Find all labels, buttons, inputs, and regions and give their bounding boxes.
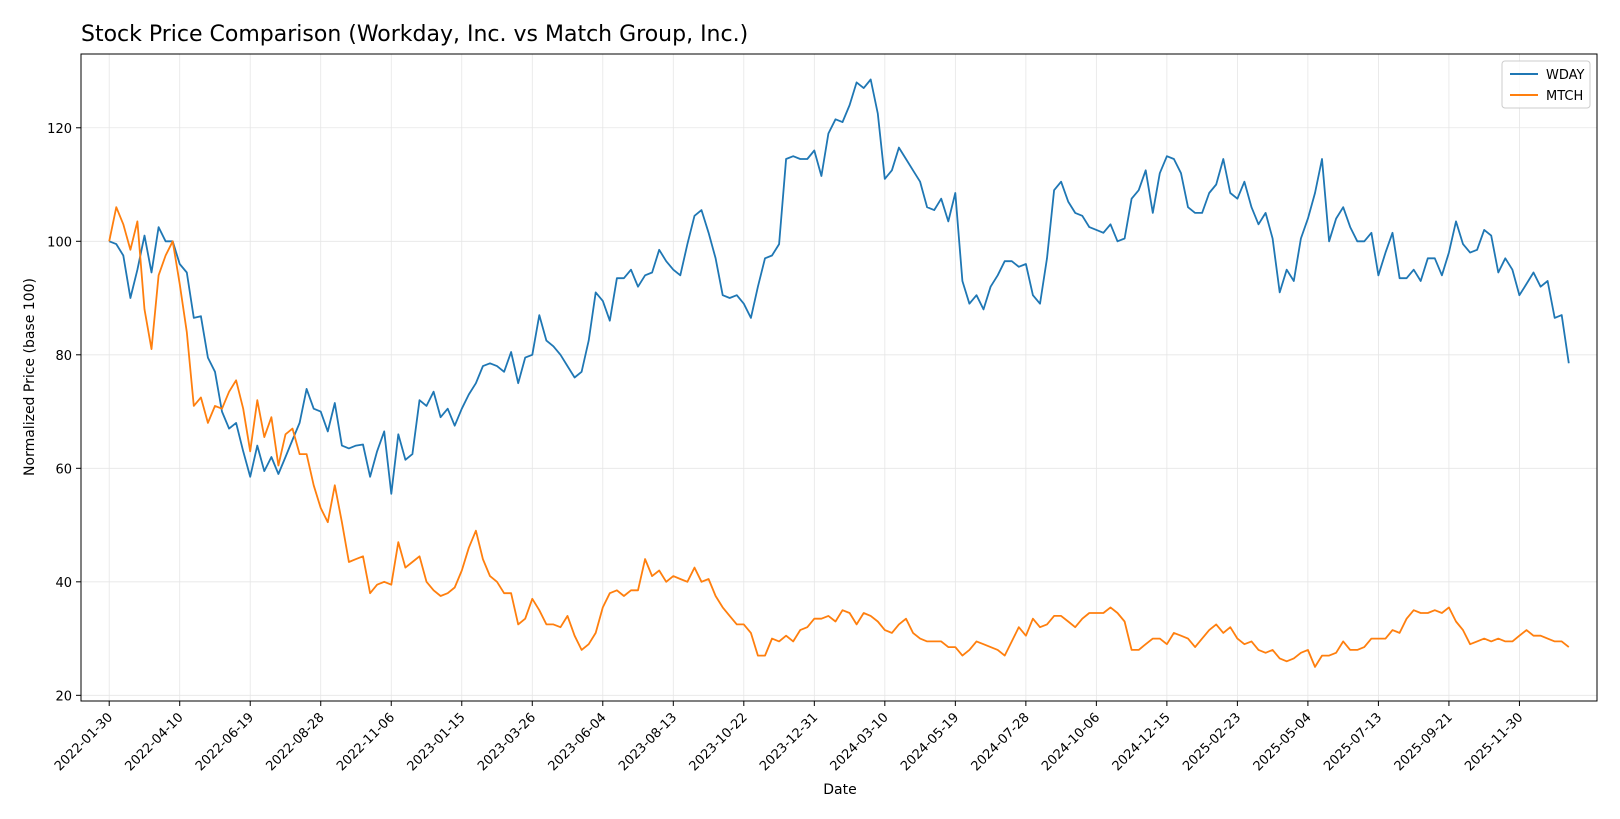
- legend-label-wday: WDAY: [1546, 68, 1585, 83]
- series-line-mtch: [108, 206, 1570, 668]
- y-tick-label: 40: [55, 576, 72, 591]
- y-tick-label: 120: [47, 122, 72, 137]
- legend-box: [1501, 60, 1591, 109]
- x-tick-label: 2022-01-30: [52, 710, 116, 774]
- x-tick-label: 2025-05-04: [1251, 710, 1315, 774]
- x-axis-label: Date: [823, 782, 856, 798]
- x-tick-label: 2025-11-30: [1462, 710, 1526, 774]
- x-tick-label: 2025-07-13: [1321, 710, 1385, 774]
- x-tick-label: 2024-10-06: [1039, 710, 1103, 774]
- x-tick-label: 2025-02-23: [1180, 710, 1244, 774]
- y-axis-label: Normalized Price (base 100): [22, 278, 38, 476]
- x-tick-label: 2022-08-28: [264, 710, 328, 774]
- x-tick-label: 2024-07-28: [969, 710, 1033, 774]
- y-tick-label: 80: [55, 349, 72, 364]
- x-tick-label: 2022-11-06: [334, 710, 398, 774]
- y-tick-label: 60: [55, 462, 72, 477]
- x-tick-label: 2024-05-19: [898, 710, 962, 774]
- x-tick-label: 2023-12-31: [757, 710, 821, 774]
- x-tick-label: 2024-12-15: [1110, 710, 1174, 774]
- x-tick-label: 2022-04-10: [123, 710, 187, 774]
- x-tick-label: 2023-06-04: [546, 710, 610, 774]
- y-tick-label: 20: [55, 689, 72, 704]
- grid-lines: [81, 54, 1597, 701]
- y-axis: 20 40 60 80 100 120: [47, 122, 81, 704]
- legend: WDAY MTCH: [1501, 60, 1591, 109]
- x-tick-label: 2024-03-10: [828, 710, 892, 774]
- x-tick-label: 2025-09-21: [1392, 710, 1456, 774]
- series-line-wday: [108, 78, 1570, 495]
- plot-frame: [80, 53, 1598, 702]
- chart-title: Stock Price Comparison (Workday, Inc. vs…: [81, 22, 748, 47]
- series-layer: [108, 78, 1570, 668]
- x-tick-label: 2023-03-26: [475, 710, 539, 774]
- legend-label-mtch: MTCH: [1546, 89, 1583, 104]
- x-tick-label: 2022-06-19: [193, 710, 257, 774]
- y-tick-label: 100: [47, 235, 72, 250]
- x-axis: 2022-01-30 2022-04-10 2022-06-19 2022-08-28…: [52, 701, 1526, 774]
- x-tick-label: 2023-10-22: [687, 710, 751, 774]
- x-tick-label: 2023-01-15: [405, 710, 469, 774]
- x-tick-label: 2023-08-13: [616, 710, 680, 774]
